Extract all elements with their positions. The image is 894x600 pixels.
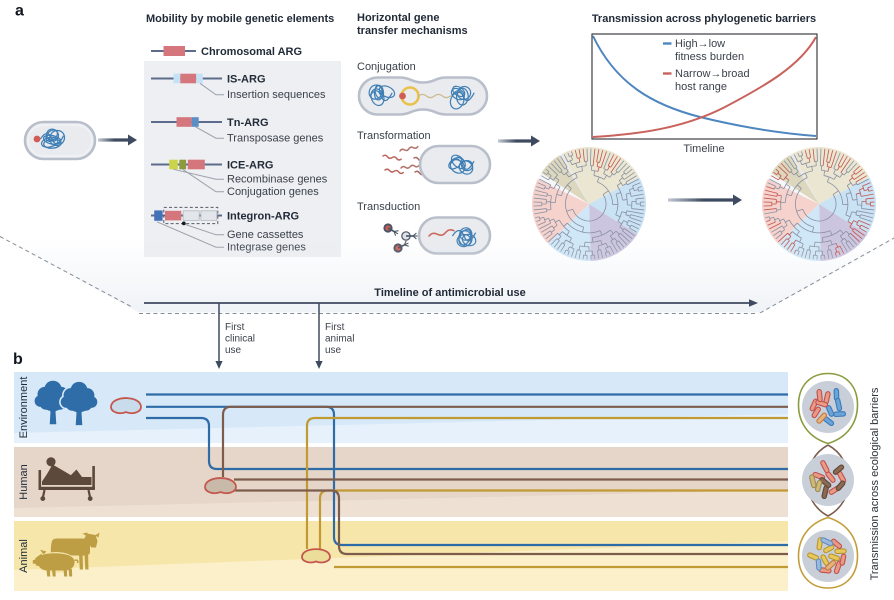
svg-text:Animal: Animal [18, 539, 30, 573]
svg-text:a: a [15, 3, 24, 20]
svg-text:High→low: High→low [675, 38, 725, 50]
svg-text:Human: Human [18, 464, 30, 499]
svg-text:Horizontal gene: Horizontal gene [357, 12, 440, 24]
svg-text:host range: host range [675, 81, 727, 93]
svg-text:use: use [325, 345, 342, 356]
svg-text:clinical: clinical [225, 334, 255, 345]
svg-text:Integron-ARG: Integron-ARG [227, 211, 299, 223]
svg-text:Transposase genes: Transposase genes [227, 133, 324, 145]
svg-text:transfer mechanisms: transfer mechanisms [357, 25, 468, 37]
svg-text:Tn-ARG: Tn-ARG [227, 117, 269, 129]
svg-text:use: use [225, 345, 242, 356]
svg-text:First: First [225, 322, 245, 333]
svg-text:Timeline: Timeline [683, 143, 724, 155]
svg-text:b: b [13, 351, 23, 368]
svg-text:Chromosomal ARG: Chromosomal ARG [201, 46, 302, 58]
svg-text:Transmission across phylogenet: Transmission across phylogenetic barrier… [592, 13, 816, 25]
svg-text:Narrow→broad: Narrow→broad [675, 68, 750, 80]
svg-text:Transmission across ecological: Transmission across ecological barriers [869, 387, 881, 580]
svg-text:Transduction: Transduction [357, 201, 420, 213]
svg-text:ICE-ARG: ICE-ARG [227, 160, 273, 172]
svg-text:Insertion sequences: Insertion sequences [227, 89, 326, 101]
svg-text:Recombinase genes: Recombinase genes [227, 174, 328, 186]
svg-text:Environment: Environment [18, 377, 30, 439]
svg-text:IS-ARG: IS-ARG [227, 74, 266, 86]
svg-text:Transformation: Transformation [357, 130, 431, 142]
svg-text:Conjugation genes: Conjugation genes [227, 186, 319, 198]
svg-text:First: First [325, 322, 345, 333]
svg-text:Timeline of antimicrobial use: Timeline of antimicrobial use [374, 287, 525, 299]
svg-text:fitness burden: fitness burden [675, 51, 744, 63]
svg-text:Mobility by mobile genetic ele: Mobility by mobile genetic elements [146, 13, 334, 25]
svg-text:Conjugation: Conjugation [357, 61, 416, 73]
svg-text:animal: animal [325, 334, 354, 345]
